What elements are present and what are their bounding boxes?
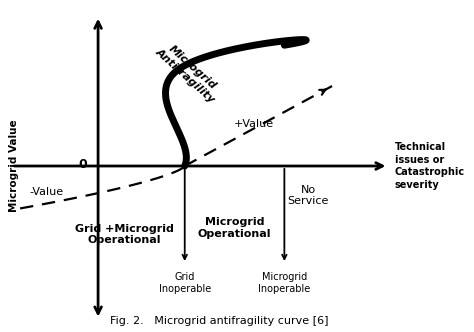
Text: -Value: -Value: [29, 187, 63, 197]
Text: Microgrid Value: Microgrid Value: [9, 120, 18, 212]
Text: Microgrid
Antifragility: Microgrid Antifragility: [154, 38, 225, 105]
Text: Grid
Inoperable: Grid Inoperable: [159, 272, 211, 294]
Text: Grid +Microgrid
Operational: Grid +Microgrid Operational: [74, 224, 173, 245]
Text: No
Service: No Service: [288, 185, 329, 206]
Text: Microgrid
Operational: Microgrid Operational: [198, 217, 271, 239]
Text: 0: 0: [79, 158, 87, 171]
Text: Fig. 2.   Microgrid antifragility curve [6]: Fig. 2. Microgrid antifragility curve [6…: [110, 316, 328, 326]
Text: Microgrid
Inoperable: Microgrid Inoperable: [258, 272, 310, 294]
Text: +Value: +Value: [234, 119, 274, 128]
Text: Technical
issues or
Catastrophic
severity: Technical issues or Catastrophic severit…: [395, 142, 465, 190]
